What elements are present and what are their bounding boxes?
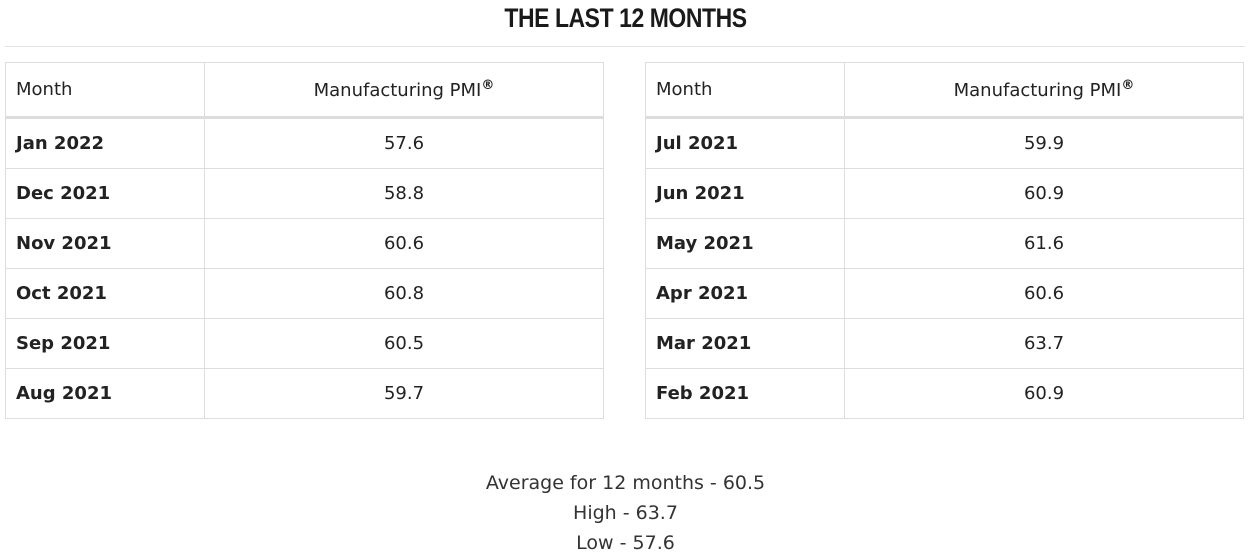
- value-cell: 57.6: [204, 117, 604, 169]
- summary-line: Low - 57.6: [576, 532, 675, 554]
- value-cell: 61.6: [844, 218, 1244, 269]
- month-cell: Jun 2021: [645, 168, 845, 219]
- month-cell: May 2021: [645, 218, 845, 269]
- table-row: Jun 2021 60.9: [645, 168, 1244, 219]
- table-row: Sep 2021 60.5: [5, 318, 604, 369]
- value-cell: 60.6: [204, 218, 604, 269]
- value-cell: 60.9: [844, 168, 1244, 219]
- month-cell: Jan 2022: [5, 117, 205, 169]
- table-row: Oct 2021 60.8: [5, 268, 604, 319]
- value-cell: 59.9: [844, 117, 1244, 169]
- month-cell: Nov 2021: [5, 218, 205, 269]
- header-cell: Manufacturing PMI®: [844, 62, 1244, 119]
- header-sup: ®: [1121, 78, 1135, 93]
- table-row: Nov 2021 60.6: [5, 218, 604, 269]
- summary-line: Average for 12 months - 60.5: [485, 472, 766, 494]
- table-row: Feb 2021 60.9: [645, 368, 1244, 419]
- table-row: Jul 2021 59.9: [645, 117, 1244, 169]
- table-row: Dec 2021 58.8: [5, 168, 604, 219]
- header-text: Manufacturing PMI: [313, 80, 482, 101]
- header-cell: Month: [5, 62, 205, 119]
- header-row: Month Manufacturing PMI®: [645, 62, 1244, 119]
- month-cell: Aug 2021: [5, 368, 205, 419]
- month-cell: Sep 2021: [5, 318, 205, 369]
- value-cell: 60.5: [204, 318, 604, 369]
- title: THE LAST 12 MONTHS: [504, 3, 747, 33]
- table-row: Aug 2021 59.7: [5, 368, 604, 419]
- month-cell: Oct 2021: [5, 268, 205, 319]
- month-cell: Jul 2021: [645, 117, 845, 169]
- table-row: Mar 2021 63.7: [645, 318, 1244, 369]
- summary-line: High - 63.7: [573, 502, 678, 524]
- data-table: Month Manufacturing PMI® Jul 2021 59.9 Jun 2…: [645, 62, 1244, 419]
- value-cell: 60.8: [204, 268, 604, 319]
- divider: [5, 46, 1245, 47]
- value-cell: 58.8: [204, 168, 604, 219]
- value-cell: 60.6: [844, 268, 1244, 319]
- month-cell: Apr 2021: [645, 268, 845, 319]
- header-text: Manufacturing PMI: [953, 80, 1122, 101]
- table-row: May 2021 61.6: [645, 218, 1244, 269]
- value-cell: 60.9: [844, 368, 1244, 419]
- table-row: Jan 2022 57.6: [5, 117, 604, 169]
- value-cell: 59.7: [204, 368, 604, 419]
- value-cell: 63.7: [844, 318, 1244, 369]
- header-cell: Manufacturing PMI®: [204, 62, 604, 119]
- data-table: Month Manufacturing PMI® Jan 2022 57.6 Dec 2…: [5, 62, 604, 419]
- table-row: Apr 2021 60.6: [645, 268, 1244, 319]
- header-cell: Month: [645, 62, 845, 119]
- summary: Average for 12 months - 60.5 High - 63.7 L…: [0, 468, 1251, 558]
- month-cell: Feb 2021: [645, 368, 845, 419]
- header-row: Month Manufacturing PMI®: [5, 62, 604, 119]
- month-cell: Dec 2021: [5, 168, 205, 219]
- month-cell: Mar 2021: [645, 318, 845, 369]
- header-sup: ®: [481, 78, 495, 93]
